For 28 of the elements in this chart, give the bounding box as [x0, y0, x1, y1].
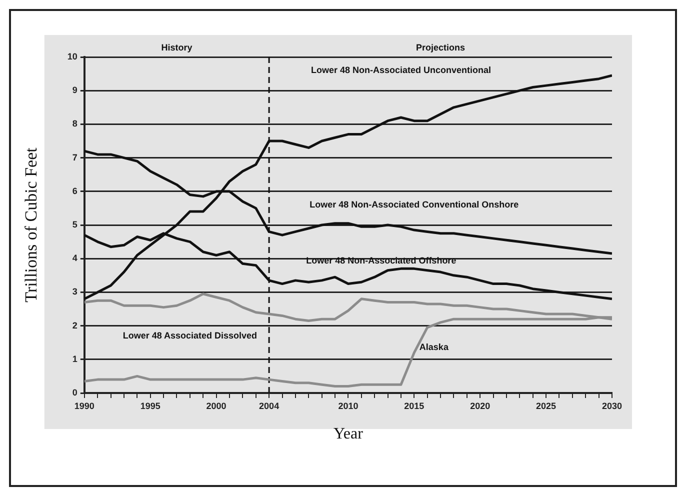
series-label: Lower 48 Associated Dissolved	[122, 330, 258, 340]
x-tick-label: 1990	[74, 400, 94, 411]
x-tick-label: 2025	[536, 400, 556, 411]
y-tick-label: 9	[72, 85, 78, 96]
y-tick-label: 0	[72, 387, 78, 398]
y-tick-label: 10	[67, 51, 78, 62]
y-tick-label: 1	[72, 354, 78, 364]
y-tick-label: 7	[72, 152, 78, 162]
text: Projections	[416, 42, 466, 52]
x-tick-label: 2015	[404, 400, 424, 411]
x-tick-label: 1995	[140, 400, 160, 411]
x-tick-label: 2030	[602, 400, 622, 411]
y-tick-label: 4	[72, 253, 78, 264]
y-tick-label: 6	[72, 186, 78, 196]
x-tick-label: 2020	[470, 400, 490, 411]
x-tick-label: 2000	[206, 400, 226, 411]
series-label: Alaska	[419, 342, 450, 352]
text: History	[161, 42, 192, 52]
x-axis-title: Year	[333, 426, 364, 443]
text: Lower 48 Non-Associated Conventional Onshore	[310, 199, 519, 210]
y-axis-title: Trillions of Cubic Feet	[22, 147, 41, 302]
y-tick-label: 3	[72, 286, 78, 297]
x-tick-label: 2004	[259, 400, 280, 411]
text: Lower 48 Non-Associated Unconventional	[310, 64, 491, 75]
y-tick-label: 2	[72, 320, 78, 330]
x-tick-label: 2010	[338, 400, 358, 411]
y-tick-label: 8	[72, 118, 78, 129]
y-tick-label: 5	[72, 219, 78, 230]
